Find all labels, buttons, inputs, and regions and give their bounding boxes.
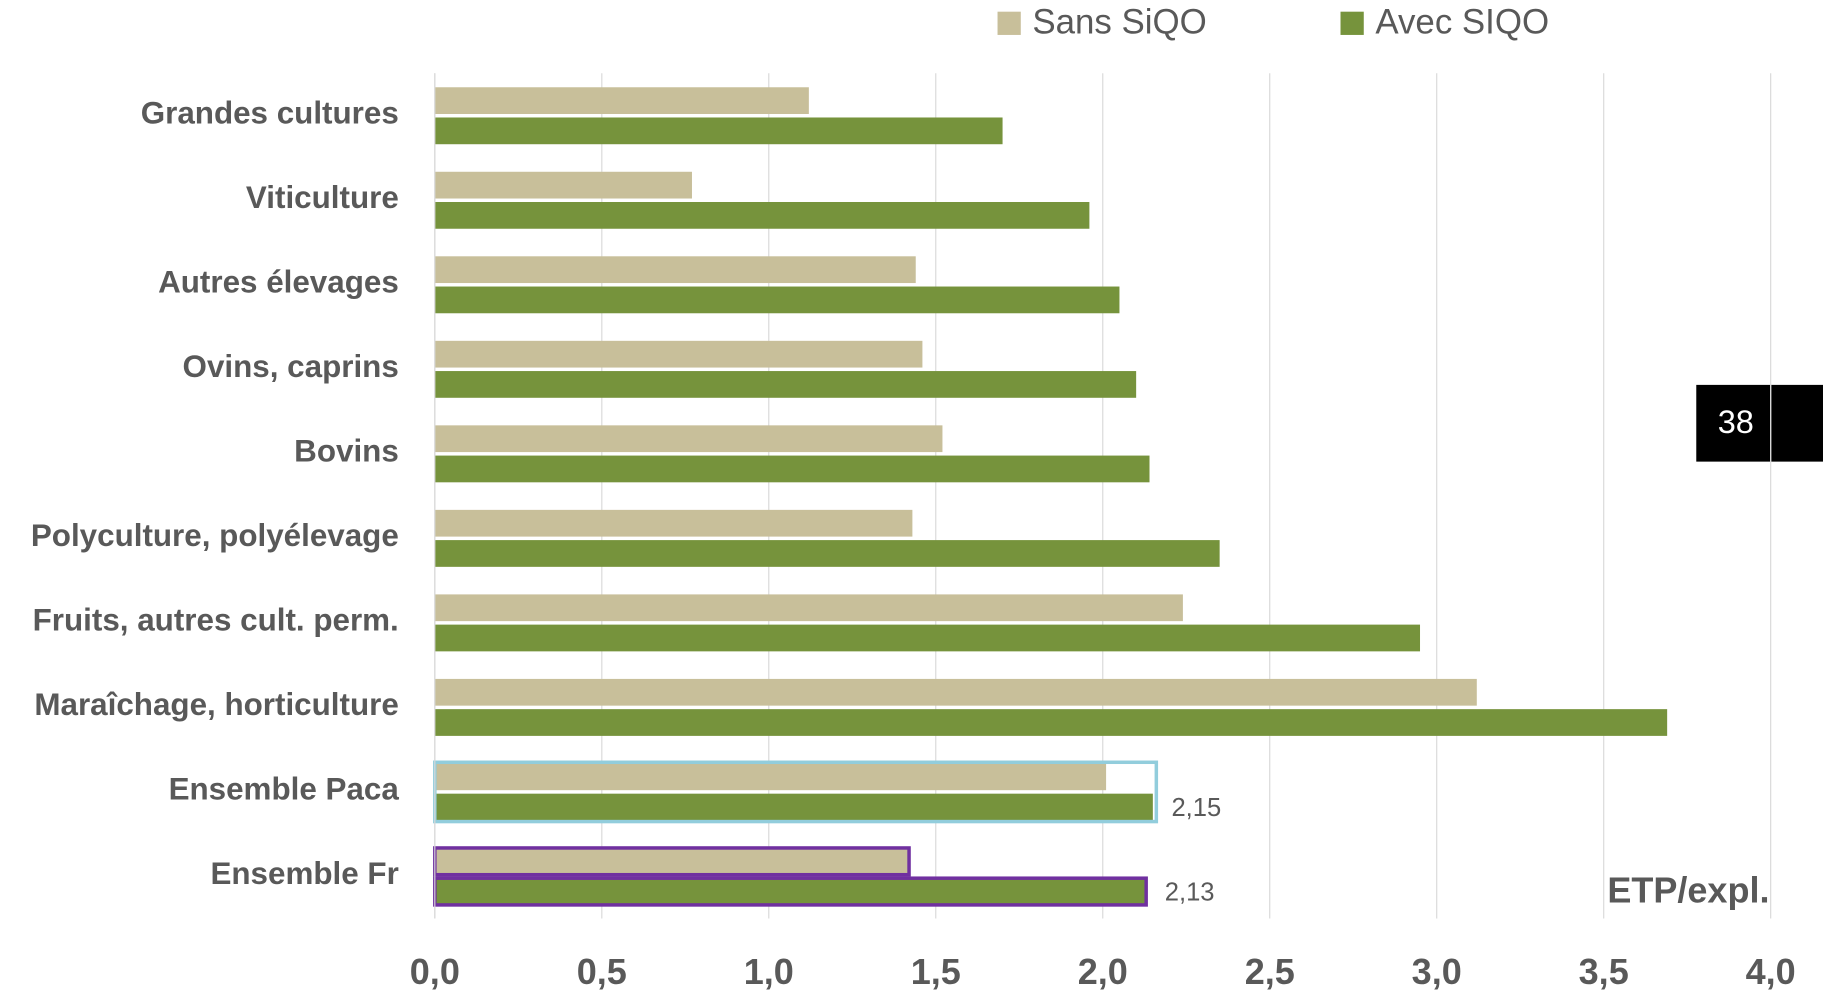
unit-label: ETP/expl. (1607, 869, 1769, 910)
bar (434, 371, 1137, 398)
x-tick-label: 2,5 (1245, 951, 1295, 992)
legend-swatch (1340, 11, 1364, 35)
category-label: Autres élevages (158, 265, 399, 300)
x-tick-label: 2,0 (1078, 951, 1128, 992)
bar (434, 256, 916, 284)
bar (434, 340, 923, 368)
legend-label: Avec SIQO (1375, 3, 1549, 42)
category-label: Ensemble Paca (169, 772, 400, 807)
bar (433, 876, 1148, 907)
x-tick-label: 3,0 (1412, 951, 1462, 992)
x-tick-label: 3,5 (1579, 951, 1629, 992)
data-label: 2,13 (1165, 879, 1215, 907)
legend-swatch (997, 11, 1021, 35)
category-label: Viticulture (246, 180, 399, 215)
x-tick-label: 0,5 (577, 951, 627, 992)
data-label: 2,15 (1171, 794, 1221, 822)
bar (434, 763, 1107, 791)
category-label: Bovins (294, 434, 399, 469)
bar (434, 171, 692, 199)
bar (434, 117, 1003, 145)
page-number: 38 (1718, 404, 1754, 440)
bar (434, 540, 1220, 567)
legend-label: Sans SiQO (1032, 3, 1206, 42)
bar (434, 709, 1668, 736)
category-label: Ovins, caprins (183, 349, 399, 384)
x-tick-label: 1,5 (911, 951, 961, 992)
category-label: Maraîchage, horticulture (34, 687, 398, 722)
bar (434, 594, 1183, 622)
bar (434, 509, 913, 537)
bar (434, 202, 1090, 229)
bar (434, 793, 1153, 821)
category-label: Grandes cultures (141, 95, 399, 130)
x-tick-label: 1,0 (744, 951, 794, 992)
category-label: Ensemble Fr (210, 856, 398, 891)
bar (434, 87, 809, 114)
x-tick-label: 4,0 (1746, 951, 1796, 992)
page-number-box (1696, 384, 1823, 462)
bar (434, 286, 1120, 314)
category-label: Fruits, autres cult. perm. (33, 603, 399, 638)
bar (434, 624, 1421, 652)
bar (433, 846, 911, 877)
bar (434, 455, 1150, 483)
x-tick-label: 0,0 (410, 951, 460, 992)
bar (434, 678, 1477, 706)
category-label: Polyculture, polyélevage (31, 518, 399, 553)
bar (434, 425, 943, 453)
